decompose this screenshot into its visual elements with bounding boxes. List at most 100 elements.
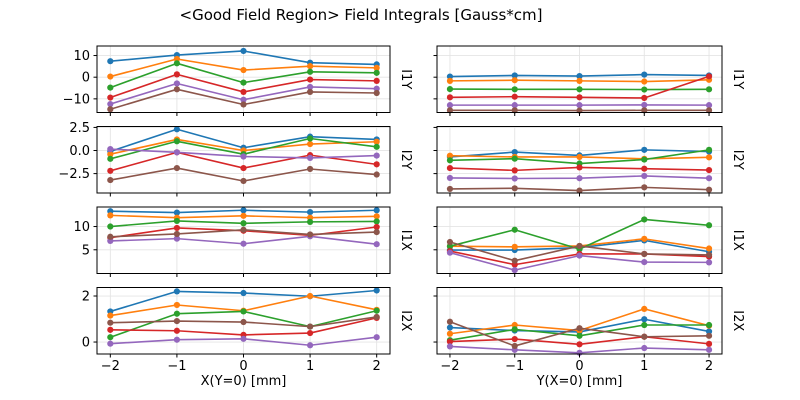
series-green-point: [511, 226, 518, 233]
series-purple-point: [240, 153, 247, 160]
row-label: I1X: [398, 230, 413, 251]
subplot-i1x-right: I1X: [433, 206, 745, 277]
series-purple-point: [107, 100, 114, 108]
series-green-point: [641, 321, 648, 329]
series-brown-point: [107, 319, 114, 326]
series-red-point: [373, 77, 380, 84]
series-purple-point: [641, 172, 648, 180]
series-purple-point: [705, 102, 713, 109]
series-purple-point: [446, 102, 454, 109]
series-green-point: [705, 222, 713, 229]
series-orange-point: [446, 152, 454, 159]
series-red-point: [446, 164, 454, 172]
y-tick-label: −10: [63, 92, 90, 107]
row-label: I2Y: [398, 150, 413, 170]
series-orange-point: [306, 140, 314, 148]
series-purple-point: [107, 340, 114, 347]
x-tick-label: 2: [705, 359, 713, 374]
series-red-point: [173, 327, 181, 334]
x-tick-label: 0: [239, 359, 247, 374]
series-red-point: [107, 94, 114, 101]
series-orange-point: [641, 78, 648, 85]
series-blue-point: [446, 73, 454, 80]
series-purple-point: [511, 267, 518, 274]
series-green-point: [240, 79, 247, 86]
series-purple-point: [576, 102, 583, 109]
series-green-point: [373, 218, 380, 225]
series-brown-point: [240, 177, 247, 185]
series-green-point: [446, 157, 454, 164]
series-green-point: [240, 220, 247, 227]
series-green-point: [446, 86, 454, 93]
x-tick-label: 1: [306, 359, 314, 374]
series-orange-point: [641, 235, 648, 242]
series-purple-point: [173, 336, 181, 343]
series-brown-point: [705, 251, 713, 258]
series-green-point: [173, 138, 181, 145]
series-blue-point: [173, 288, 181, 295]
series-red-point: [446, 94, 454, 101]
series-purple-point: [705, 175, 713, 182]
series-orange-point: [373, 213, 380, 220]
series-brown-point: [641, 250, 648, 258]
series-orange-point: [306, 63, 314, 70]
series-brown-point: [576, 187, 583, 194]
series-green-point: [511, 86, 518, 93]
series-green-point: [173, 310, 181, 317]
series-brown-point: [107, 176, 114, 184]
series-purple-point: [373, 334, 380, 341]
x-tick-label: −2: [440, 359, 459, 374]
series-orange-point: [107, 212, 114, 219]
series-red-point: [576, 94, 583, 101]
series-red-point: [511, 335, 518, 343]
series-red-point: [107, 167, 114, 174]
series-green-point: [240, 308, 247, 315]
series-orange-point: [306, 292, 314, 300]
series-blue-point: [173, 126, 181, 133]
series-blue-point: [240, 207, 247, 214]
series-purple-point: [511, 175, 518, 182]
row-label: I2X: [730, 310, 745, 331]
series-orange-point: [240, 66, 247, 74]
series-green-point: [373, 69, 380, 76]
series-brown-point: [446, 238, 454, 246]
subplot-i2x-right: −2 −1 0 1 2 Y(X=0) [mm] I2X: [433, 287, 745, 389]
series-blue-point: [173, 209, 181, 216]
x-tick-label: −1: [167, 359, 186, 374]
series-green-point: [373, 307, 380, 314]
y-tick-label: 2: [82, 290, 90, 305]
y-tick-label: 0.0: [69, 144, 90, 159]
series-brown-point: [373, 229, 380, 236]
series-green-point: [306, 218, 314, 225]
y-tick-label: −2.5: [58, 167, 90, 182]
series-brown-point: [306, 88, 314, 96]
x-axis-label: Y(X=0) [mm]: [536, 374, 623, 389]
series-purple-point: [173, 149, 181, 156]
series-blue-point: [306, 209, 314, 216]
series-blue-point: [705, 328, 713, 335]
row-label: I1Y: [398, 69, 413, 89]
series-brown-point: [107, 106, 114, 113]
series-green-point: [641, 216, 648, 223]
series-blue-point: [641, 71, 648, 78]
series-blue-point: [240, 289, 247, 297]
series-purple-point: [576, 252, 583, 259]
series-purple-point: [511, 102, 518, 109]
series-blue-point: [240, 47, 247, 55]
series-red-point: [641, 165, 648, 172]
series-purple-point: [173, 235, 181, 242]
series-purple-point: [373, 85, 380, 92]
x-tick-label: 0: [575, 359, 583, 374]
series-brown-point: [511, 185, 518, 192]
series-orange-point: [173, 55, 181, 63]
series-brown-point: [306, 165, 314, 173]
x-axis-label: X(Y=0) [mm]: [201, 374, 287, 389]
series-brown-point: [240, 318, 247, 326]
series-green-point: [705, 86, 713, 93]
series-brown-point: [107, 233, 114, 240]
series-green-point: [705, 321, 713, 329]
series-orange-point: [107, 73, 114, 80]
series-green-point: [306, 68, 314, 75]
series-red-point: [173, 224, 181, 232]
